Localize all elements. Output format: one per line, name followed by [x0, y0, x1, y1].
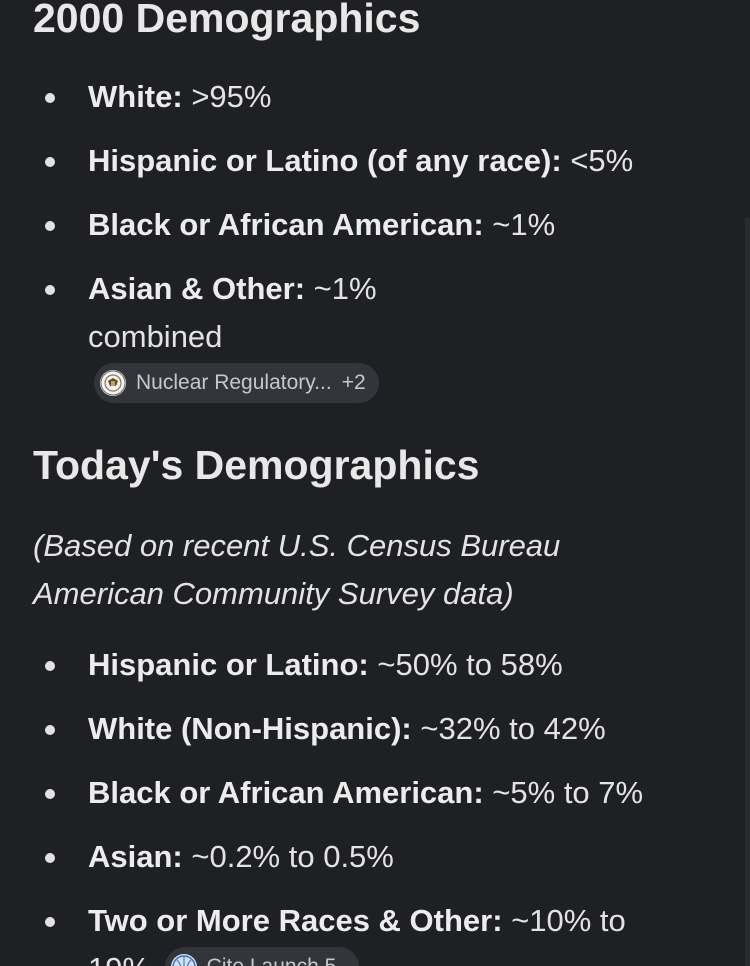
chip-count: +2 [341, 370, 366, 394]
bullet-icon [45, 789, 55, 799]
list-item: White: >95% [0, 73, 720, 121]
demographics-today-list: Hispanic or Latino: ~50% to 58% White (N… [0, 641, 720, 966]
chip-label: Cite Launch 5 [207, 947, 337, 966]
source-chip-nuclear-regulatory[interactable]: Nuclear Regulatory... +2 [94, 362, 379, 403]
list-item: Hispanic or Latino (of any race): <5% [0, 137, 720, 185]
list-item: Hispanic or Latino: ~50% to 58% [0, 641, 720, 689]
item-value: ~5% to 7% [483, 775, 644, 810]
item-value: <5% [561, 143, 634, 178]
list-item: White (Non-Hispanic): ~32% to 42% [0, 705, 720, 753]
source-chip-cite[interactable]: Cite Launch 5 [164, 946, 360, 966]
item-label: Black or African American: [88, 207, 484, 242]
section-heading-2000: 2000 Demographics [33, 0, 421, 41]
list-item: Two or More Races & Other: ~10% to 19% C… [0, 897, 656, 966]
item-label: Asian & Other: [88, 271, 306, 306]
list-item: Black or African American: ~1% [0, 201, 720, 249]
bullet-icon [45, 661, 55, 671]
bullet-icon [45, 285, 55, 295]
item-value: ~10% to 19% [88, 903, 626, 966]
bullet-icon [45, 221, 55, 231]
seal-icon [100, 369, 126, 396]
list-item: Asian: ~0.2% to 0.5% [0, 833, 720, 881]
list-item: Black or African American: ~5% to 7% [0, 769, 720, 817]
scrollbar[interactable] [745, 218, 750, 966]
item-label: Black or African American: [88, 775, 484, 810]
bullet-icon [45, 157, 55, 167]
item-value: ~1% [483, 207, 556, 242]
section-heading-today: Today's Demographics [33, 442, 480, 488]
bullet-icon [45, 917, 55, 927]
item-value: ~0.2% to 0.5% [182, 839, 394, 874]
item-label: White: [88, 79, 183, 114]
chip-label: Nuclear Regulatory... [136, 370, 332, 394]
item-label: Asian: [88, 839, 183, 874]
globe-icon [170, 953, 197, 966]
demographics-2000-list: White: >95% Hispanic or Latino (of any r… [0, 73, 720, 425]
item-value: ~50% to 58% [368, 647, 563, 682]
item-value: ~1% combined [88, 271, 377, 354]
item-value: ~32% to 42% [411, 711, 606, 746]
item-value: >95% [182, 79, 272, 114]
item-label: Two or More Races & Other: [88, 903, 503, 938]
bullet-icon [45, 93, 55, 103]
bullet-icon [45, 853, 55, 863]
item-label: Hispanic or Latino (of any race): [88, 143, 562, 178]
item-label: Hispanic or Latino: [88, 647, 369, 682]
list-item: Asian & Other: ~1% combined Nuclear Regu… [0, 265, 468, 409]
item-label: White (Non-Hispanic): [88, 711, 412, 746]
section-subtitle: (Based on recent U.S. Census Bureau Amer… [33, 528, 561, 611]
bullet-icon [45, 725, 55, 735]
